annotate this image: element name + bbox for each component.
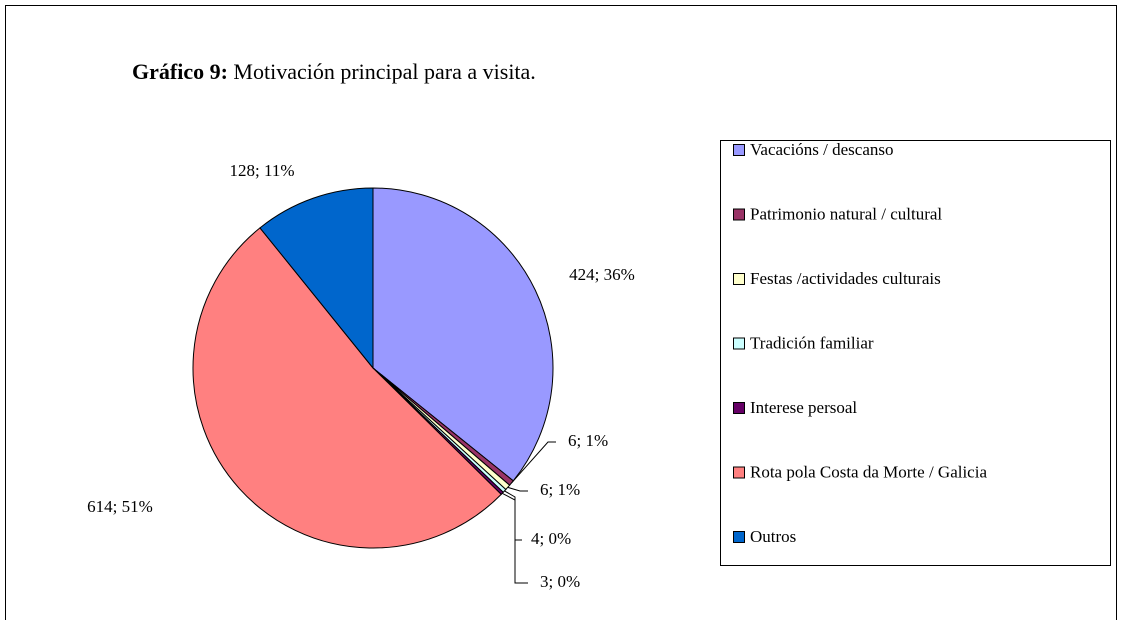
data-labels: 424; 36% 6; 1% 6; 1% 4; 0% 3; 0% 614; 51% 128;… xyxy=(87,161,635,591)
legend-label: Patrimonio natural / cultural xyxy=(750,204,942,223)
legend-swatch xyxy=(733,531,745,543)
data-label: 3; 0% xyxy=(540,572,580,591)
pie-slice xyxy=(259,187,374,370)
legend-label: Festas /actividades culturais xyxy=(750,269,941,288)
pie xyxy=(192,187,554,549)
data-label: 614; 51% xyxy=(87,497,153,516)
legend-swatch xyxy=(733,402,745,414)
legend-label: Outros xyxy=(750,527,796,546)
data-label: 6; 1% xyxy=(568,431,608,450)
chart-title: Gráfico 9: Motivación principal para a v… xyxy=(132,59,536,84)
pie-slice xyxy=(192,227,502,549)
data-label: 128; 11% xyxy=(229,161,294,180)
legend-label: Vacacións / descanso xyxy=(750,140,894,159)
chart-title-text: Motivación principal para a visita. xyxy=(233,59,535,84)
data-label: 6; 1% xyxy=(540,480,580,499)
pie-slice xyxy=(372,187,554,482)
legend-swatch xyxy=(733,144,745,156)
legend: Vacacións / descanso Patrimonio natural /… xyxy=(733,140,987,546)
legend-box xyxy=(720,140,1111,566)
legend-swatch xyxy=(733,208,745,221)
leader-line xyxy=(501,492,528,584)
legend-label: Tradición familiar xyxy=(750,333,874,352)
leader-line xyxy=(511,441,556,484)
legend-swatch xyxy=(733,337,745,350)
leader-line xyxy=(507,486,528,492)
legend-label: Rota pola Costa da Morte / Galicia xyxy=(750,462,987,481)
legend-swatch xyxy=(733,273,745,285)
legend-swatch xyxy=(733,466,745,479)
data-label: 4; 0% xyxy=(531,529,571,548)
legend-label: Interese persoal xyxy=(750,398,857,417)
chart-title-bold: Gráfico 9: xyxy=(132,59,228,84)
data-label: 424; 36% xyxy=(569,265,635,284)
